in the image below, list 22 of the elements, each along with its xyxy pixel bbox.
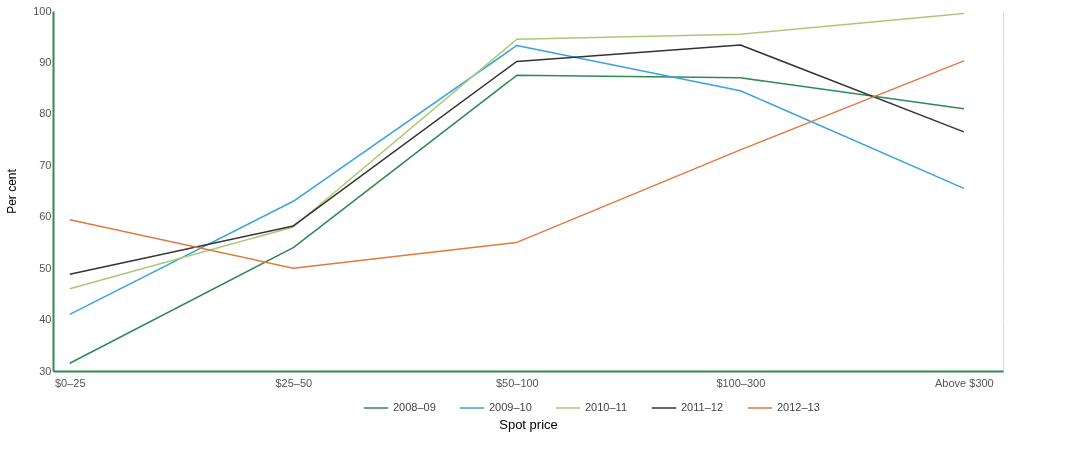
y-tick-label: 90 <box>39 55 52 68</box>
line-series <box>69 74 965 365</box>
x-tick-label: $50–100 <box>495 376 539 389</box>
legend-label: 2010–11 <box>585 401 628 413</box>
x-tick-label: $100–300 <box>716 376 766 389</box>
y-tick-label: 100 <box>33 4 52 17</box>
y-tick-label: 60 <box>39 210 52 223</box>
x-axis-title: Spot price <box>499 416 558 432</box>
legend-label: 2008–09 <box>393 401 436 413</box>
y-tick-label: 40 <box>39 313 52 326</box>
y-tick-label: 80 <box>39 107 52 120</box>
y-tick-label: 50 <box>39 261 52 274</box>
x-tick-label: Above $300 <box>935 376 994 389</box>
line-series <box>69 12 965 290</box>
y-axis-title: Per cent <box>5 168 20 214</box>
legend-label: 2011–12 <box>681 401 724 413</box>
x-tick-label: $25–50 <box>275 376 313 389</box>
x-tick-label: $0–25 <box>54 376 86 389</box>
legend-label: 2009–10 <box>489 401 532 413</box>
y-tick-label: 30 <box>39 364 52 377</box>
y-tick-label: 70 <box>39 158 52 171</box>
legend-label: 2012–13 <box>777 401 820 413</box>
